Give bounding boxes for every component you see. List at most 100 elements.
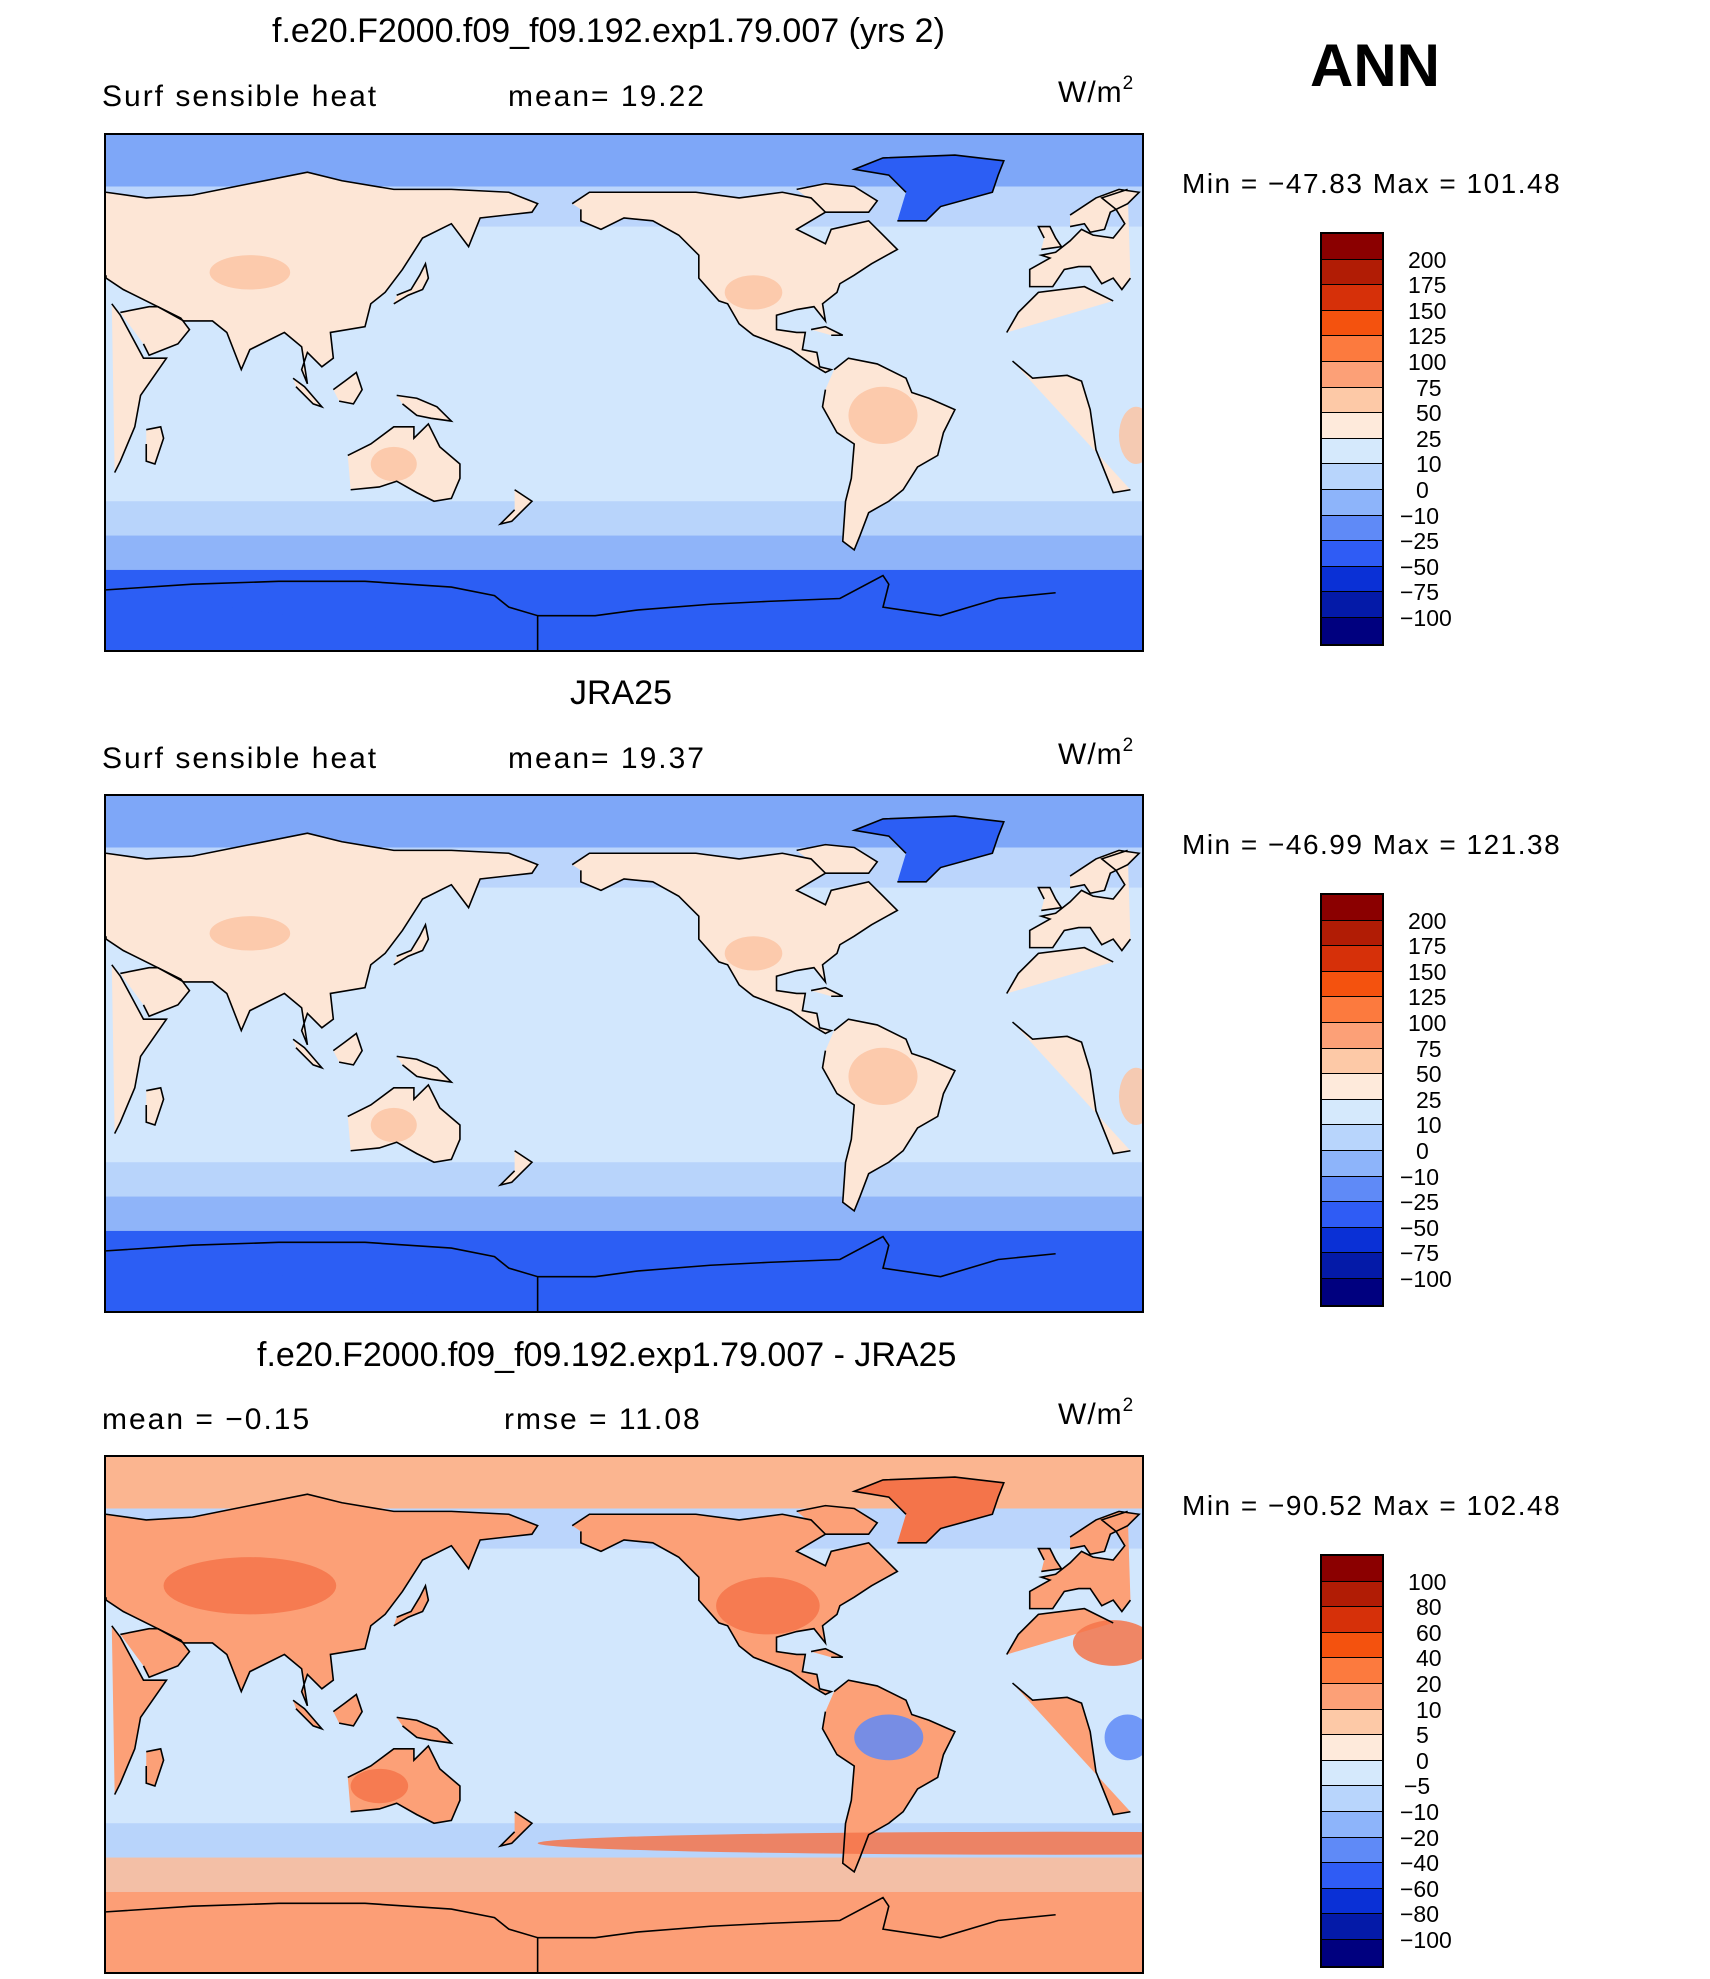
colorbar-segment — [1322, 566, 1382, 593]
land-uk — [1038, 887, 1062, 911]
colorbar-segment — [1322, 920, 1382, 947]
colorbar-tick-label: 25 — [1416, 1086, 1442, 1113]
midlat-band-south — [106, 501, 1142, 536]
panel-title: f.e20.F2000.f09_f09.192.exp1.79.007 (yrs… — [272, 12, 945, 50]
colorbar-segment — [1322, 1914, 1382, 1940]
coastline-cuba — [810, 986, 844, 998]
coastline-cuba — [810, 1647, 844, 1659]
anomaly-region — [370, 1107, 417, 1143]
coastline-baffin — [796, 843, 879, 874]
colorbar-segment — [1322, 1048, 1382, 1075]
coastline-namerica — [571, 1513, 899, 1696]
coastline-scandinavia — [1069, 849, 1141, 895]
colorbar-segment — [1322, 438, 1382, 465]
colorbar-segment — [1322, 1099, 1382, 1126]
colorbar-tick-label: 125 — [1408, 323, 1447, 350]
coastline-greenland — [851, 1476, 1005, 1544]
colorbar-tick-label: −25 — [1400, 1189, 1440, 1216]
colorbar-segment — [1322, 361, 1382, 388]
unit-label: W/m2 — [1058, 73, 1135, 109]
coastline-ng — [396, 1055, 454, 1084]
coastline-cuba — [810, 325, 844, 337]
highlat-band-south — [106, 535, 1142, 570]
colorbar-segment — [1322, 1581, 1382, 1608]
panel-title: JRA25 — [570, 674, 673, 712]
colorbar-segment — [1322, 310, 1382, 337]
colorbar-segment — [1322, 1888, 1382, 1915]
anomaly-region — [1104, 1714, 1142, 1761]
coastline-eurasia — [106, 832, 539, 1046]
colorbar-tick-label: −40 — [1400, 1850, 1440, 1877]
colorbar-tick-label: −50 — [1400, 1214, 1440, 1241]
colorbar-tick-label: 200 — [1408, 907, 1447, 934]
coastline-nz — [497, 489, 534, 526]
colorbar-segment — [1322, 1150, 1382, 1177]
land-madagascar — [146, 426, 164, 465]
coastline-arabia — [120, 966, 191, 1018]
coastline-borneo — [332, 371, 363, 405]
land-ng — [396, 1717, 452, 1744]
colorbar-segment — [1322, 515, 1382, 542]
coastline-greenland — [851, 815, 1005, 883]
mean-label: mean = −0.15 — [102, 1403, 312, 1436]
coastline-australia — [347, 1083, 461, 1164]
colorbar-segment — [1322, 1760, 1382, 1787]
min-max-label: Min = −47.83 Max = 101.48 — [1182, 168, 1562, 199]
anomaly-region — [209, 916, 291, 951]
colorbar-segment — [1322, 259, 1382, 286]
colorbar-segment — [1322, 541, 1382, 567]
coastline-arabia — [120, 1627, 191, 1679]
land-uk — [1038, 226, 1062, 250]
colorbar-segment — [1322, 1125, 1382, 1151]
colorbar-tick-label: 10 — [1416, 451, 1442, 478]
colorbar-model — [1320, 232, 1384, 646]
colorbar-tick-label: 150 — [1408, 297, 1447, 324]
colorbar-tick-label: −100 — [1400, 1927, 1452, 1953]
colorbar-tick-label: 125 — [1408, 984, 1447, 1011]
coastline-africa — [111, 1607, 1131, 1816]
coastline-baffin — [796, 1504, 879, 1535]
coastline-sumatra — [292, 377, 325, 409]
colorbar-segment — [1322, 1735, 1382, 1761]
coastline-antarctica — [106, 574, 1056, 650]
colorbar-segment — [1322, 1786, 1382, 1812]
land-baffin — [796, 1505, 878, 1535]
colorbar-tick-label: −10 — [1400, 502, 1440, 529]
colorbar-tick-label: −50 — [1400, 553, 1440, 580]
colorbar-tick-label: 50 — [1416, 1061, 1442, 1088]
land-arabia — [120, 306, 190, 356]
colorbar-tick-label: 5 — [1416, 1722, 1429, 1749]
season-label: ANN — [1310, 32, 1440, 99]
map-canvas — [106, 1457, 1142, 1972]
colorbar-segment — [1322, 1683, 1382, 1710]
coastline-arabia — [120, 305, 191, 357]
colorbar-segment — [1322, 1253, 1382, 1279]
colorbar-tick-label: 175 — [1408, 272, 1447, 299]
land-antarctica — [106, 575, 1056, 650]
land-arabia — [120, 967, 190, 1017]
anomaly-region — [848, 386, 918, 445]
colorbar-tick-label: −20 — [1400, 1824, 1440, 1851]
colorbar-segment — [1322, 1632, 1382, 1659]
coastline-borneo — [332, 1693, 363, 1727]
land-scandinavia — [1070, 189, 1140, 233]
land-borneo — [333, 1694, 363, 1726]
colorbar-tick-label: −75 — [1400, 579, 1440, 606]
unit-label: W/m2 — [1058, 1395, 1135, 1431]
land-eurasia — [106, 172, 538, 384]
coastline-scandinavia — [1069, 188, 1141, 234]
colorbar-segment — [1322, 1811, 1382, 1838]
mean-label: mean= 19.37 — [508, 742, 706, 775]
colorbar-tick-label: −25 — [1400, 528, 1440, 555]
colorbar-tick-label: −10 — [1400, 1799, 1440, 1825]
coastline-sumatra — [292, 1699, 325, 1731]
coastline-ng — [396, 394, 454, 423]
colorbar-segment — [1322, 1022, 1382, 1049]
land-africa — [111, 1608, 1131, 1815]
min-max-label: Min = −46.99 Max = 121.38 — [1182, 829, 1562, 860]
coastline-eurasia — [106, 171, 539, 385]
land-greenland — [854, 155, 1004, 221]
land-greenland — [854, 816, 1004, 882]
colorbar-tick-label: −100 — [1400, 1266, 1452, 1292]
colorbar-tick-label: 10 — [1416, 1696, 1442, 1723]
